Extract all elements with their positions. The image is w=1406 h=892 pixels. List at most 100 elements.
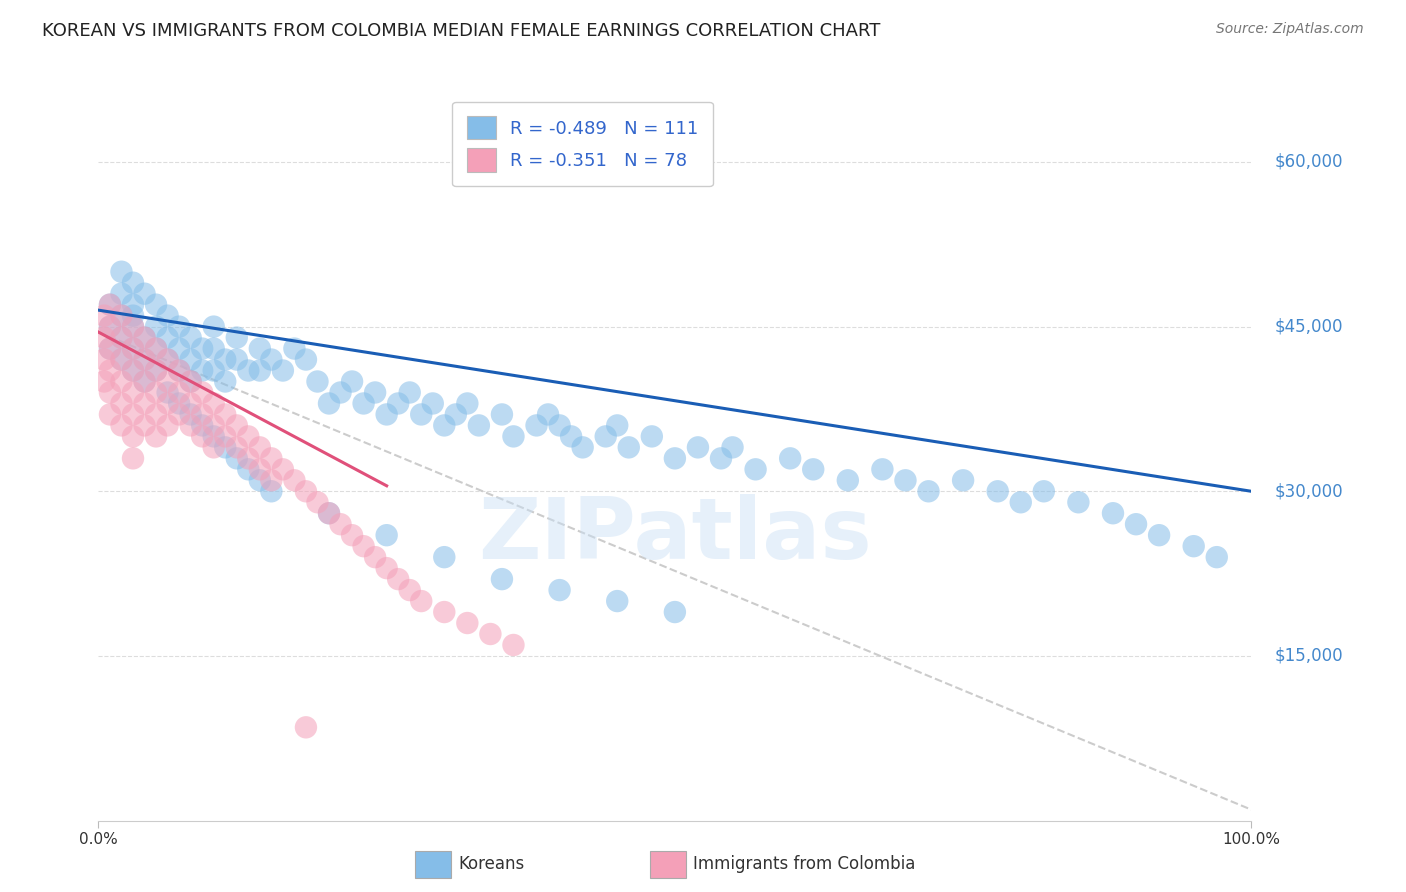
Text: $15,000: $15,000 bbox=[1274, 647, 1343, 665]
Point bbox=[387, 396, 409, 410]
Point bbox=[98, 298, 121, 312]
Point bbox=[167, 363, 190, 377]
Point bbox=[110, 330, 132, 344]
Point bbox=[122, 319, 145, 334]
Point bbox=[156, 330, 179, 344]
Point bbox=[411, 594, 433, 608]
Point bbox=[225, 441, 247, 455]
Point bbox=[641, 429, 664, 443]
Point bbox=[134, 396, 156, 410]
Point bbox=[502, 638, 524, 652]
Point bbox=[134, 330, 156, 344]
Point bbox=[537, 408, 560, 422]
Point bbox=[238, 462, 260, 476]
Point bbox=[1147, 528, 1170, 542]
Point bbox=[93, 330, 115, 344]
Point bbox=[295, 484, 318, 499]
Point bbox=[180, 352, 202, 367]
Point bbox=[295, 352, 318, 367]
Point bbox=[744, 462, 766, 476]
Point bbox=[156, 375, 179, 389]
Point bbox=[145, 319, 167, 334]
Point bbox=[110, 375, 132, 389]
FancyBboxPatch shape bbox=[415, 851, 451, 878]
Point bbox=[134, 286, 156, 301]
Point bbox=[260, 484, 283, 499]
Point bbox=[98, 385, 121, 400]
Point bbox=[1205, 550, 1227, 565]
Point bbox=[180, 418, 202, 433]
Point bbox=[364, 550, 387, 565]
Point bbox=[353, 396, 375, 410]
Point bbox=[191, 418, 214, 433]
Point bbox=[110, 309, 132, 323]
Point bbox=[156, 396, 179, 410]
Point bbox=[225, 418, 247, 433]
Point bbox=[145, 342, 167, 356]
Point bbox=[433, 418, 456, 433]
Text: $30,000: $30,000 bbox=[1274, 483, 1343, 500]
Point bbox=[110, 309, 132, 323]
Point bbox=[145, 429, 167, 443]
Point bbox=[1125, 517, 1147, 532]
Point bbox=[110, 330, 132, 344]
Point bbox=[526, 418, 548, 433]
Point bbox=[238, 451, 260, 466]
Point bbox=[398, 385, 420, 400]
Point bbox=[260, 451, 283, 466]
Point bbox=[1010, 495, 1032, 509]
Point bbox=[156, 352, 179, 367]
Point bbox=[93, 309, 115, 323]
Point bbox=[122, 276, 145, 290]
Point bbox=[1067, 495, 1090, 509]
Point bbox=[375, 561, 398, 575]
Point bbox=[571, 441, 593, 455]
Point bbox=[779, 451, 801, 466]
Point bbox=[134, 352, 156, 367]
Point bbox=[387, 572, 409, 586]
Point bbox=[214, 429, 236, 443]
Point bbox=[122, 298, 145, 312]
Point bbox=[560, 429, 582, 443]
Point bbox=[167, 385, 190, 400]
Point bbox=[318, 506, 340, 520]
Point bbox=[295, 720, 318, 734]
Point bbox=[340, 375, 363, 389]
Point bbox=[318, 506, 340, 520]
Point bbox=[122, 363, 145, 377]
Point bbox=[134, 352, 156, 367]
Point bbox=[340, 528, 363, 542]
Point bbox=[156, 352, 179, 367]
Point bbox=[491, 408, 513, 422]
Point bbox=[191, 408, 214, 422]
Point bbox=[167, 319, 190, 334]
Point bbox=[548, 583, 571, 598]
Point bbox=[98, 319, 121, 334]
Point bbox=[249, 441, 271, 455]
Point bbox=[122, 319, 145, 334]
Point bbox=[122, 429, 145, 443]
Point bbox=[502, 429, 524, 443]
Point bbox=[249, 342, 271, 356]
Point bbox=[202, 396, 225, 410]
Point bbox=[249, 462, 271, 476]
Point bbox=[93, 352, 115, 367]
Point bbox=[145, 408, 167, 422]
Point bbox=[686, 441, 709, 455]
Point bbox=[180, 375, 202, 389]
Point bbox=[191, 342, 214, 356]
Point bbox=[606, 594, 628, 608]
Point bbox=[110, 396, 132, 410]
Point bbox=[167, 342, 190, 356]
Point bbox=[167, 396, 190, 410]
Point bbox=[353, 539, 375, 553]
Point bbox=[456, 615, 478, 630]
Point bbox=[433, 550, 456, 565]
Point bbox=[167, 408, 190, 422]
Point bbox=[721, 441, 744, 455]
Point bbox=[548, 418, 571, 433]
Point bbox=[98, 319, 121, 334]
Text: Immigrants from Colombia: Immigrants from Colombia bbox=[693, 855, 915, 873]
Point bbox=[307, 375, 329, 389]
Point bbox=[191, 429, 214, 443]
